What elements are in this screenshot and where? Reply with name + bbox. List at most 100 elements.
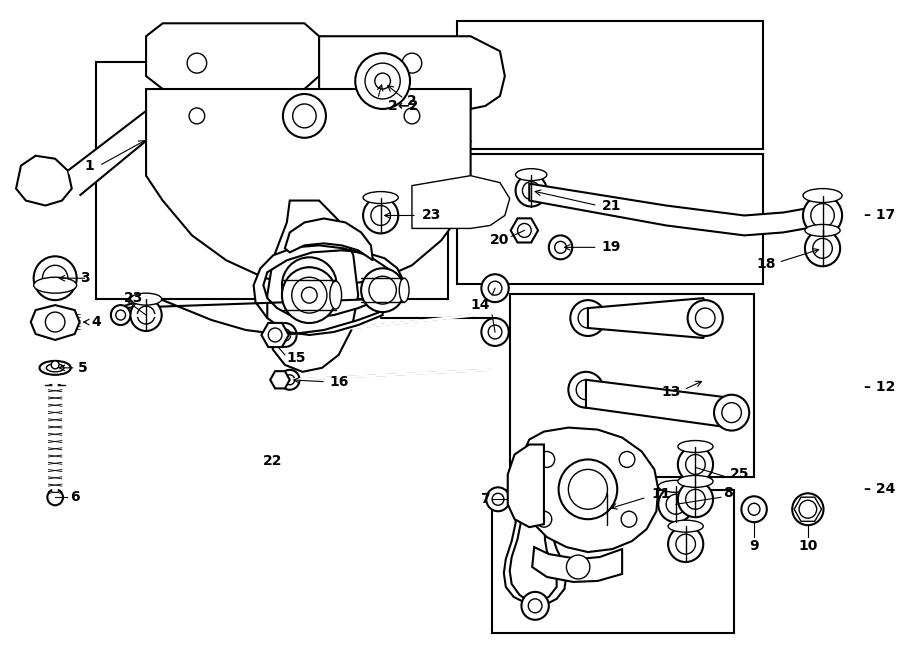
Text: ←2: ←2 [397, 99, 418, 113]
Polygon shape [31, 305, 79, 340]
Circle shape [686, 489, 706, 509]
Circle shape [621, 511, 637, 527]
Circle shape [282, 267, 337, 323]
Circle shape [714, 395, 749, 430]
Circle shape [536, 511, 552, 527]
Polygon shape [518, 428, 658, 552]
Ellipse shape [363, 192, 399, 204]
Circle shape [811, 204, 834, 227]
Circle shape [116, 310, 125, 320]
Text: 23: 23 [123, 291, 143, 305]
Circle shape [528, 599, 542, 613]
Text: 21: 21 [601, 198, 621, 213]
Circle shape [268, 328, 282, 342]
Circle shape [686, 455, 706, 475]
Polygon shape [510, 218, 538, 243]
Text: 6: 6 [70, 490, 79, 504]
Text: 15: 15 [287, 351, 306, 365]
Text: 3: 3 [80, 271, 89, 285]
Text: 13: 13 [662, 385, 680, 399]
Text: 18: 18 [756, 257, 776, 271]
Circle shape [559, 459, 617, 519]
Circle shape [792, 493, 824, 525]
Circle shape [678, 447, 713, 483]
Text: 11: 11 [652, 487, 671, 501]
Circle shape [374, 73, 391, 89]
Circle shape [518, 223, 531, 237]
Polygon shape [146, 23, 320, 89]
Circle shape [722, 403, 742, 422]
Ellipse shape [658, 481, 694, 492]
Circle shape [285, 375, 294, 385]
Circle shape [187, 53, 207, 73]
Circle shape [356, 53, 410, 109]
Circle shape [554, 241, 566, 253]
Bar [457, 154, 763, 284]
Circle shape [292, 267, 327, 303]
Ellipse shape [678, 475, 713, 487]
Circle shape [42, 265, 68, 291]
Circle shape [402, 53, 422, 73]
Circle shape [576, 380, 596, 400]
Circle shape [138, 306, 155, 324]
Ellipse shape [33, 277, 76, 293]
Circle shape [549, 235, 572, 259]
Ellipse shape [329, 281, 342, 309]
Circle shape [363, 198, 399, 233]
Text: 10: 10 [798, 539, 817, 553]
Circle shape [492, 493, 504, 505]
Ellipse shape [678, 440, 713, 453]
Circle shape [658, 486, 694, 522]
Polygon shape [588, 298, 709, 338]
Text: 7: 7 [481, 492, 491, 506]
Ellipse shape [40, 361, 71, 375]
Ellipse shape [592, 487, 623, 499]
Circle shape [302, 287, 317, 303]
Polygon shape [508, 444, 544, 527]
Text: 8: 8 [723, 486, 733, 500]
Ellipse shape [47, 364, 64, 372]
Ellipse shape [805, 225, 840, 237]
Circle shape [668, 526, 703, 562]
Circle shape [696, 308, 715, 328]
Circle shape [516, 175, 547, 206]
Polygon shape [285, 219, 373, 260]
Bar [510, 294, 754, 477]
Circle shape [678, 481, 713, 517]
Polygon shape [119, 245, 404, 335]
Text: 1: 1 [85, 159, 94, 173]
Circle shape [598, 500, 616, 518]
Circle shape [488, 325, 502, 339]
Polygon shape [16, 156, 72, 206]
Circle shape [292, 277, 327, 313]
Circle shape [688, 300, 723, 336]
Polygon shape [267, 200, 358, 372]
Text: 2: 2 [407, 94, 417, 108]
Circle shape [482, 318, 508, 346]
Polygon shape [529, 184, 823, 235]
Circle shape [371, 206, 391, 225]
Polygon shape [261, 323, 289, 347]
Circle shape [280, 370, 300, 390]
Circle shape [45, 312, 65, 332]
Circle shape [813, 239, 833, 258]
Polygon shape [586, 380, 733, 428]
Polygon shape [68, 101, 163, 196]
Circle shape [189, 108, 204, 124]
Circle shape [361, 268, 404, 312]
Ellipse shape [803, 188, 842, 202]
Text: 22: 22 [263, 455, 282, 469]
Polygon shape [146, 89, 471, 285]
Circle shape [592, 493, 623, 525]
Text: 19: 19 [601, 241, 621, 254]
Text: – 17: – 17 [864, 208, 895, 223]
Circle shape [369, 276, 396, 304]
Text: 5: 5 [77, 361, 87, 375]
Text: – 12: – 12 [864, 380, 895, 394]
Bar [457, 21, 763, 149]
Text: – 24: – 24 [864, 483, 895, 496]
Circle shape [51, 361, 59, 369]
Polygon shape [270, 371, 290, 389]
Circle shape [273, 323, 297, 347]
Circle shape [803, 196, 842, 235]
